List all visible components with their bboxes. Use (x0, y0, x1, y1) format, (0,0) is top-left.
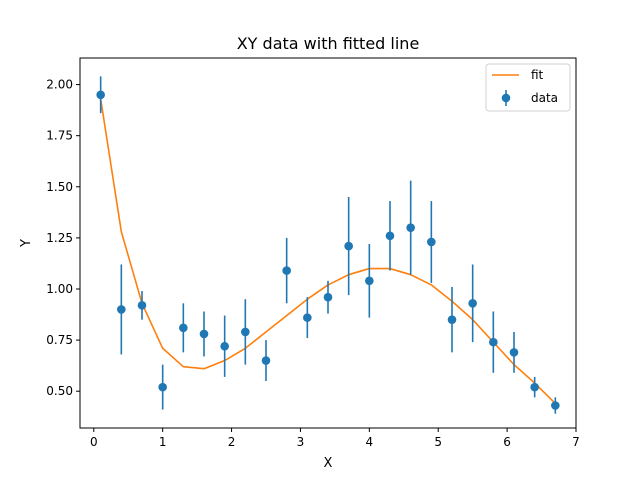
data-point (427, 237, 436, 247)
x-tick-label: 7 (572, 435, 580, 449)
data-point (551, 401, 560, 410)
data-point (530, 382, 539, 392)
data-point (489, 337, 498, 347)
axes-frame (79, 57, 577, 429)
data-point (509, 348, 519, 357)
data-point (241, 327, 250, 337)
y-tick-label: 1.50 (46, 180, 73, 194)
plot-area (96, 76, 560, 414)
data-point (96, 90, 105, 100)
y-tick-label: 1.75 (46, 129, 73, 143)
data-point (199, 329, 209, 339)
x-tick-label: 4 (366, 435, 374, 449)
legend-fit-label: fit (531, 68, 544, 82)
data-point (303, 313, 312, 322)
data-point (385, 231, 395, 241)
legend-data-marker (501, 93, 511, 103)
data-point (220, 341, 229, 351)
legend: fit data (485, 63, 571, 112)
data-point (323, 292, 333, 302)
x-axis-label: X (324, 456, 333, 471)
x-tick-label: 2 (228, 435, 236, 449)
data-point (344, 241, 353, 251)
data-point (137, 301, 147, 310)
data-point (282, 266, 291, 275)
data-point (117, 305, 126, 314)
data-point (179, 323, 188, 333)
x-tick-label: 1 (159, 435, 167, 449)
x-tick-label: 0 (90, 435, 98, 449)
x-tick-label: 6 (503, 435, 511, 449)
data-point (365, 276, 374, 286)
y-tick-label: 2.00 (46, 78, 73, 92)
legend-data-label: data (531, 91, 558, 105)
y-tick-label: 0.75 (46, 333, 73, 347)
y-tick-label: 1.25 (46, 231, 73, 245)
x-tick-label: 5 (434, 435, 442, 449)
x-tick-label: 3 (297, 435, 305, 449)
y-tick-label: 1.00 (46, 282, 73, 296)
data-point (406, 223, 415, 232)
y-axis-label: Y (19, 239, 34, 248)
data-point (158, 382, 167, 392)
data-point (468, 299, 477, 308)
y-tick-label: 0.50 (46, 384, 73, 398)
data-point (447, 315, 457, 324)
data-point (261, 356, 271, 365)
chart-title: XY data with fitted line (237, 34, 420, 53)
